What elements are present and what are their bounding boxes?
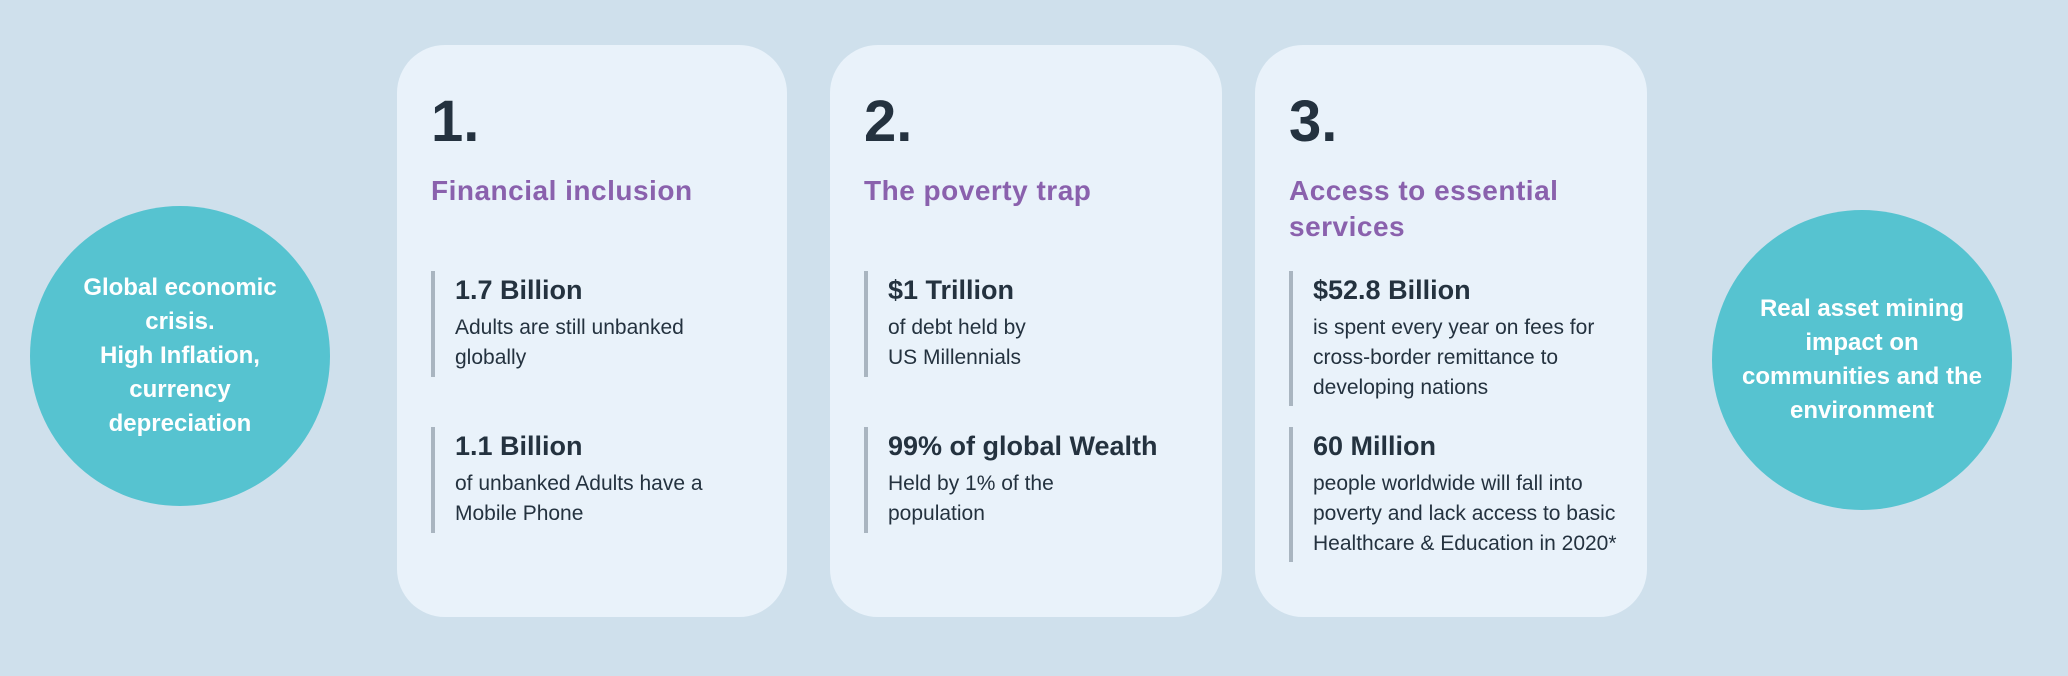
card-access-essential-services: 3. Access to essential services $52.8 Bi…	[1255, 45, 1647, 617]
stat-value: $1 Trillion	[888, 275, 1015, 305]
stat-description: is spent every year on fees for cross-bo…	[1313, 316, 1595, 399]
card-title-financial-inclusion: Financial inclusion	[431, 175, 693, 206]
card-title-access-essential-services: Access to essential services	[1289, 175, 1559, 243]
right-circle-text: Real asset mining impact on communities …	[1741, 294, 1983, 425]
card-number-1: 1.	[431, 89, 480, 154]
card-title-poverty-trap: The poverty trap	[864, 175, 1092, 206]
stat-description: of debt held by US Millennials	[888, 316, 1026, 369]
stat-unbanked-mobile-phone: 1.1 Billion of unbanked Adults have a Mo…	[431, 427, 773, 533]
left-circle-text: Global economic crisis. High Inflation, …	[83, 273, 277, 438]
stat-description: Held by 1% of the population	[888, 472, 1054, 525]
stat-value: $52.8 Billion	[1313, 275, 1471, 305]
stat-remittance-fees: $52.8 Billion is spent every year on fee…	[1289, 271, 1633, 407]
left-circle: Global economic crisis. High Inflation, …	[30, 206, 330, 506]
stat-poverty-healthcare: 60 Million people worldwide will fall in…	[1289, 427, 1633, 563]
right-circle: Real asset mining impact on communities …	[1712, 210, 2012, 510]
card-poverty-trap: 2. The poverty trap $1 Trillion of debt …	[830, 45, 1222, 617]
stat-global-wealth: 99% of global Wealth Held by 1% of the p…	[864, 427, 1208, 533]
card-number-3: 3.	[1289, 89, 1338, 154]
stat-unbanked-adults: 1.7 Billion Adults are still unbanked gl…	[431, 271, 773, 377]
card-financial-inclusion: 1. Financial inclusion 1.7 Billion Adult…	[397, 45, 787, 617]
stat-description: people worldwide will fall into poverty …	[1313, 472, 1617, 555]
stat-value: 60 Million	[1313, 431, 1437, 461]
stat-value: 1.7 Billion	[455, 275, 583, 305]
stat-millennial-debt: $1 Trillion of debt held by US Millennia…	[864, 271, 1208, 377]
stat-value: 99% of global Wealth	[888, 431, 1158, 461]
stat-description: Adults are still unbanked globally	[455, 316, 684, 369]
card-number-2: 2.	[864, 89, 913, 154]
stat-description: of unbanked Adults have a Mobile Phone	[455, 472, 703, 525]
stat-value: 1.1 Billion	[455, 431, 583, 461]
